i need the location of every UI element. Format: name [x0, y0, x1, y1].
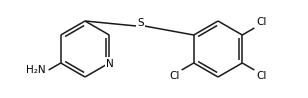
Text: Cl: Cl: [169, 71, 180, 81]
Text: S: S: [137, 18, 144, 28]
Text: H₂N: H₂N: [26, 65, 46, 75]
Text: Cl: Cl: [256, 71, 267, 81]
Text: N: N: [106, 59, 114, 69]
Text: Cl: Cl: [256, 17, 267, 27]
